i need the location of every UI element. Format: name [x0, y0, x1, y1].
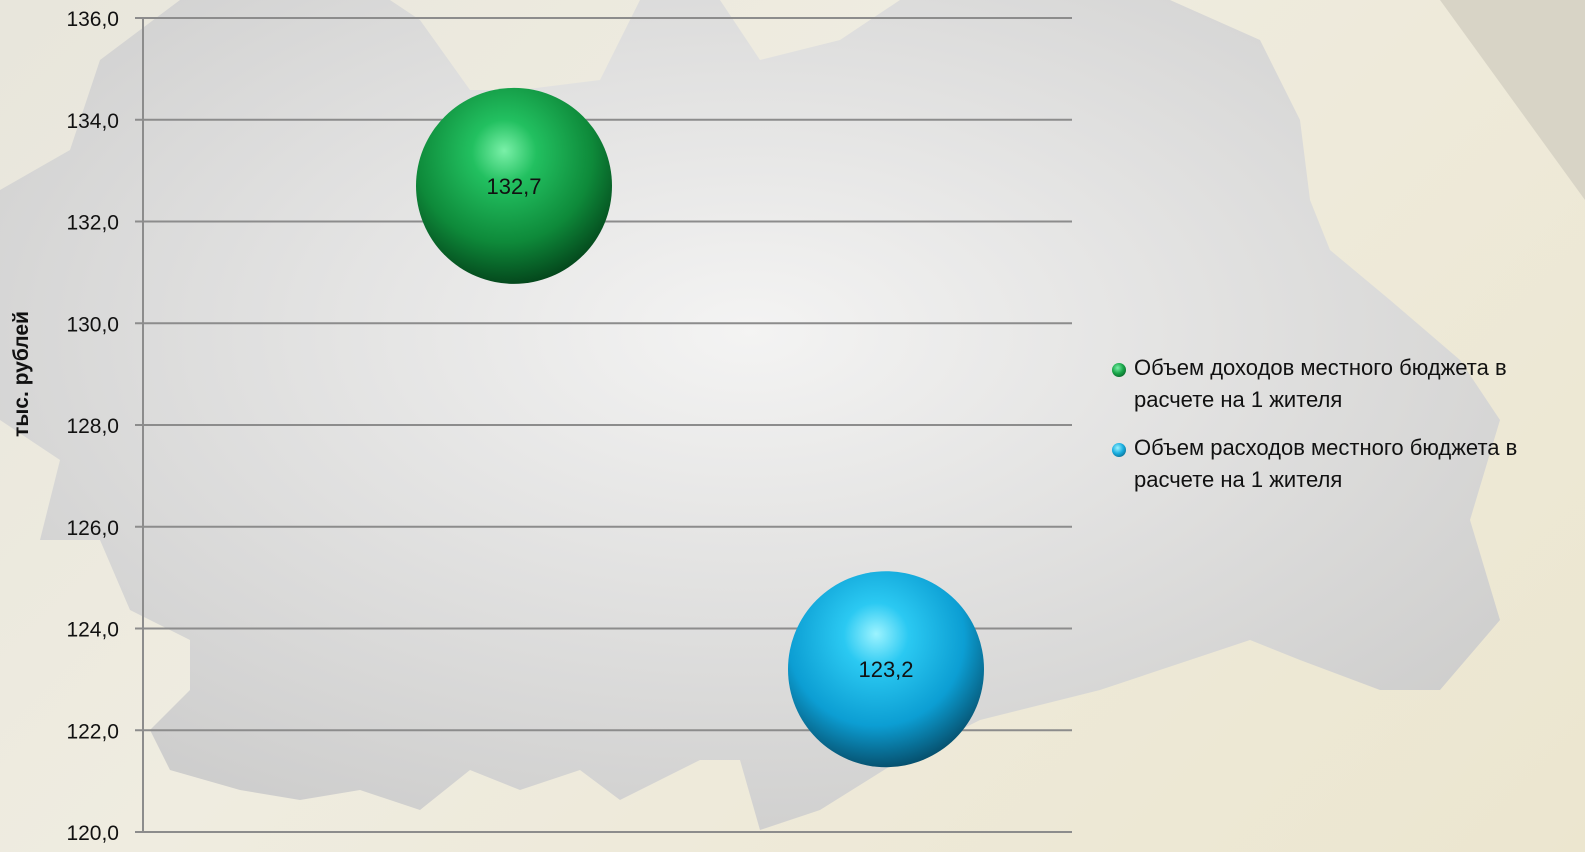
y-tick-label: 128,0 — [66, 415, 119, 438]
y-tick-label: 132,0 — [66, 212, 119, 235]
legend-marker-income-icon — [1112, 363, 1126, 377]
data-label-expense: 123,2 — [858, 657, 913, 682]
y-tick-label: 124,0 — [66, 619, 119, 642]
legend-item-expense: Объем расходов местного бюджета в расчет… — [1112, 432, 1562, 496]
bubble-expense — [788, 571, 984, 768]
y-tick-labels: 120,0 122,0 124,0 126,0 128,0 130,0 132,0 134,0… — [66, 8, 119, 845]
legend-label-income: Объем доходов местного бюджета в расчете… — [1134, 355, 1507, 412]
data-label-income: 132,7 — [486, 174, 541, 199]
y-tick-label: 134,0 — [66, 110, 119, 133]
y-axis-title: тыс. рублей — [10, 311, 33, 437]
legend-label-expense: Объем расходов местного бюджета в расчет… — [1134, 435, 1518, 492]
legend-item-income: Объем доходов местного бюджета в расчете… — [1112, 352, 1562, 416]
y-tick-label: 130,0 — [66, 313, 119, 336]
legend: Объем доходов местного бюджета в расчете… — [1112, 352, 1562, 512]
y-tick-label: 120,0 — [66, 822, 119, 845]
bubble-income — [416, 87, 612, 284]
y-tick-label: 122,0 — [66, 720, 119, 743]
background-map-silhouette — [0, 0, 1585, 830]
y-tick-label: 136,0 — [66, 8, 119, 31]
y-tick-label: 126,0 — [66, 517, 119, 540]
bubble-series: 132,7 123,2 — [416, 87, 984, 768]
legend-marker-expense-icon — [1112, 443, 1126, 457]
